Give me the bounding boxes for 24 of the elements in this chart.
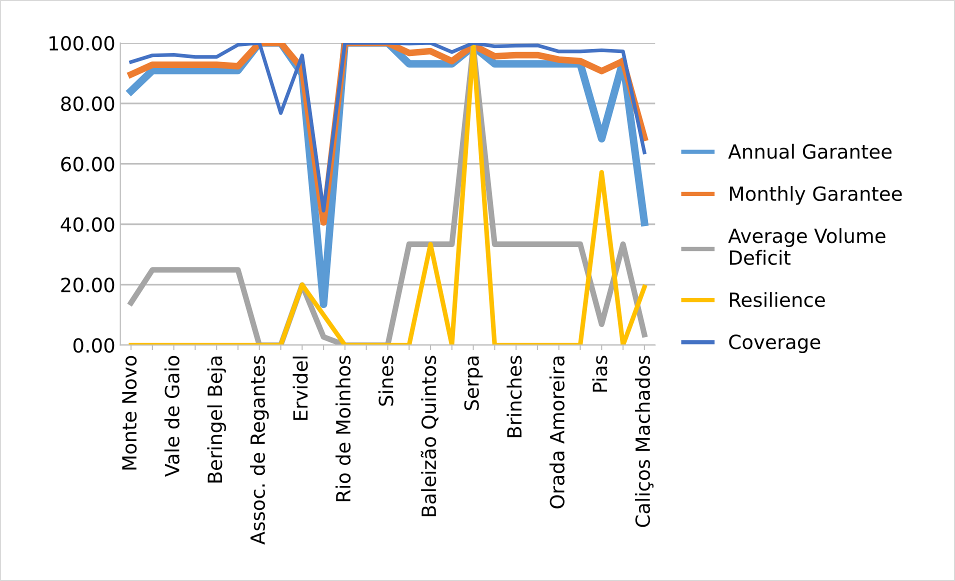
x-tick-label: Ervidel [292,356,308,420]
x-tick-label: Caliços Machados [635,356,654,527]
x-tick-label: Pias [592,356,608,392]
x-tick-label: Orada Amoreira [549,356,565,508]
x-tick-label: Vale de Gaio [164,356,180,477]
y-tick-label: 60.00 [61,156,114,172]
y-tick-label: 0.00 [73,338,114,353]
x-tick-label: Monte Novo [122,356,137,470]
legend-label: Monthly Garantee [730,186,902,205]
y-tick-label: 20.00 [61,278,114,292]
x-tick-label: Serpa [464,356,483,410]
x-tick-label: Assoc. de Regantes [250,356,269,545]
legend-label: Resilience [730,292,825,308]
legend-label: Coverage [729,334,820,354]
y-tick-label: 80.00 [61,96,114,112]
x-tick-label: Sines [378,356,394,406]
legend-label: Annual Garantee [728,144,892,159]
y-tick-label: 40.00 [60,217,114,232]
y-tick-label: 100.00 [50,36,114,51]
x-tick-label: Rio de Moinhos [336,356,351,502]
x-tick-label: Beringel Beja [207,356,226,482]
x-tick-label: Brinches [506,356,522,438]
legend-label: Average Volume Deficit [728,228,886,265]
x-tick-label: Baleizão Quintos [420,356,438,516]
